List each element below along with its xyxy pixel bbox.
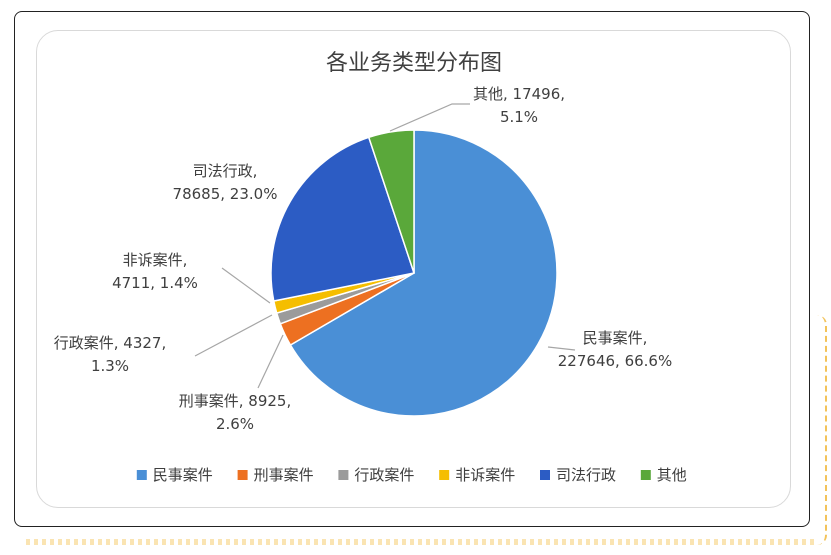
legend-swatch-1 [136, 470, 147, 480]
legend-label-5: 司法行政 [556, 466, 616, 484]
decorative-bottom-stripe [26, 539, 816, 545]
data-label-1: 民事案件, 227646, 66.6% [558, 329, 672, 370]
data-labels: 民事案件, 227646, 66.6% 刑事案件, 8925, 2.6% 行政案件, 4… [54, 85, 672, 433]
decorative-dashed-border [803, 315, 827, 545]
leader-line-2 [257, 334, 284, 389]
pie-slice-1 [289, 129, 558, 417]
leader-lines [194, 103, 576, 389]
legend-label-2: 刑事案件 [254, 466, 314, 484]
pie-slices [270, 129, 558, 417]
pie-slice-6 [367, 129, 415, 274]
data-label-2: 刑事案件, 8925, 2.6% [179, 392, 291, 433]
legend-label-3: 行政案件 [354, 466, 414, 484]
leader-line-1 [547, 346, 576, 351]
legend: 民事案件 刑事案件 行政案件 非诉案件 司法行政 其他 [136, 466, 687, 484]
data-label-6: 其他, 17496, 5.1% [473, 85, 565, 126]
data-label-5: 司法行政, 78685, 23.0% [173, 162, 278, 203]
legend-label-4: 非诉案件 [455, 466, 515, 484]
leader-line-4 [221, 267, 271, 304]
data-label-4: 非诉案件, 4711, 1.4% [112, 251, 198, 292]
leader-line-3 [194, 314, 273, 357]
legend-swatch-6 [640, 470, 651, 480]
data-label-3: 行政案件, 4327, 1.3% [54, 334, 166, 375]
pie-slice-5 [270, 136, 415, 302]
legend-swatch-3 [338, 470, 349, 480]
legend-swatch-5 [540, 470, 550, 480]
chart-title: 各业务类型分布图 [326, 51, 502, 76]
leader-line-6 [389, 103, 470, 132]
legend-label-1: 民事案件 [153, 466, 213, 484]
legend-swatch-4 [439, 470, 450, 480]
legend-label-6: 其他 [657, 466, 687, 484]
legend-swatch-2 [237, 470, 248, 480]
